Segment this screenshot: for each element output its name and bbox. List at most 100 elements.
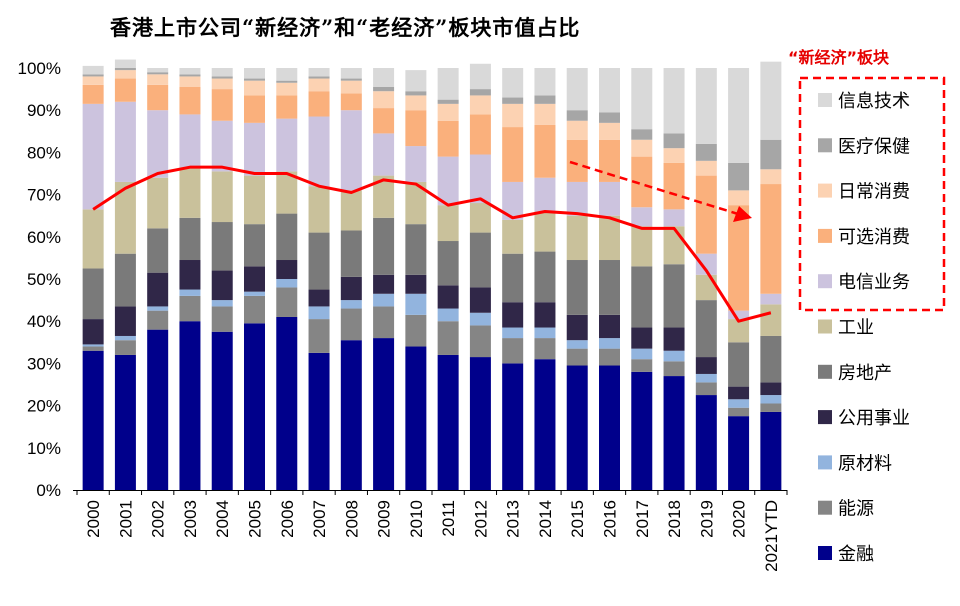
bar-segment: [728, 416, 750, 490]
chart-title: 香港上市公司“新经济”和“老经济”板块市值占比: [110, 15, 581, 40]
new-economy-legend-box: [798, 76, 946, 312]
x-tick-label: 2016: [601, 500, 620, 538]
x-tick-label: 2002: [149, 500, 168, 538]
x-tick-label: 2009: [375, 500, 394, 538]
bar-segment: [695, 373, 717, 383]
bar-segment: [760, 139, 782, 170]
bar-segment: [631, 359, 653, 372]
bar-segment: [405, 293, 427, 315]
bar-segment: [244, 68, 265, 79]
bar-segment: [211, 306, 233, 332]
bar-segment: [566, 110, 588, 121]
bar-segment: [469, 232, 491, 288]
bar-segment: [695, 68, 717, 144]
bar-segment: [663, 376, 685, 490]
bar-segment: [437, 354, 459, 490]
bar-segment: [760, 395, 782, 404]
bars-layer: [82, 59, 782, 490]
legend-label: 金融: [838, 544, 874, 565]
bar-segment: [631, 371, 653, 490]
bar-segment: [760, 382, 782, 396]
bar-segment: [405, 224, 427, 275]
bar-segment: [405, 181, 427, 225]
x-tick-label: 2007: [310, 500, 329, 538]
bar-segment: [566, 215, 588, 261]
y-tick-label: 80%: [27, 143, 61, 162]
y-tick-label: 60%: [27, 228, 61, 247]
bar-segment: [114, 306, 136, 336]
bar-segment: [211, 68, 233, 77]
bar-segment: [566, 68, 588, 111]
bar-segment: [340, 308, 362, 341]
bar-segment: [82, 209, 104, 269]
bar-segment: [211, 331, 233, 490]
trend-layer: [92, 160, 772, 323]
x-tick-label: 2019: [697, 500, 716, 538]
bar-segment: [695, 357, 717, 374]
bar-segment: [566, 139, 588, 182]
bar-segment: [211, 171, 233, 223]
bar-segment: [82, 74, 104, 77]
bar-segment: [599, 122, 620, 140]
bar-segment: [276, 287, 298, 317]
y-tick-label: 30%: [27, 354, 61, 373]
bar-segment: [308, 68, 330, 77]
bar-segment: [179, 114, 201, 168]
bar-segment: [663, 209, 685, 227]
bar-segment: [534, 338, 556, 360]
old-economy-line: [92, 165, 772, 323]
legend-swatch: [818, 138, 832, 153]
bar-segment: [179, 260, 201, 290]
bar-segment: [599, 260, 620, 315]
bar-segment: [695, 274, 717, 301]
bar-segment: [147, 74, 169, 85]
bar-segment: [244, 122, 265, 176]
bar-segment: [534, 251, 556, 303]
bar-segment: [211, 89, 233, 121]
bar-segment: [760, 411, 782, 490]
bar-segment: [502, 103, 524, 128]
new-economy-label: “新经济”板块: [788, 48, 890, 67]
bar-segment: [599, 181, 620, 216]
bar-segment: [469, 203, 491, 233]
bar-segment: [308, 186, 330, 233]
bar-segment: [179, 321, 201, 490]
bar-segment: [276, 82, 298, 96]
bar-segment: [373, 338, 395, 490]
legend-label: 信息技术: [838, 91, 910, 112]
bar-segment: [760, 403, 782, 412]
legend-label: 电信业务: [838, 272, 910, 293]
bar-segment: [599, 314, 620, 339]
bar-segment: [308, 306, 330, 320]
bar-segment: [340, 110, 362, 191]
bar-segment: [114, 354, 136, 490]
bar-segment: [82, 344, 104, 347]
x-tick-label: 2004: [213, 500, 232, 538]
bar-segment: [695, 175, 717, 254]
bar-segment: [663, 226, 685, 265]
bar-segment: [502, 68, 524, 98]
bar-segment: [534, 177, 556, 212]
bar-segment: [179, 217, 201, 261]
legend-swatch: [818, 274, 832, 289]
bar-segment: [599, 338, 620, 349]
bar-segment: [147, 68, 169, 73]
bar-segment: [437, 321, 459, 355]
bar-segment: [631, 226, 653, 267]
bar-segment: [340, 276, 362, 301]
bar-segment: [631, 348, 653, 360]
bar-segment: [114, 59, 136, 68]
bar-segment: [469, 312, 491, 326]
bar-segment: [728, 386, 750, 400]
bar-segment: [695, 160, 717, 176]
bar-segment: [179, 289, 201, 296]
bar-segment: [405, 95, 427, 111]
bar-segment: [114, 253, 136, 307]
bar-segment: [631, 207, 653, 227]
bar-segment: [373, 133, 395, 176]
bar-segment: [469, 95, 491, 115]
bar-segment: [147, 310, 169, 330]
bar-segment: [566, 314, 588, 341]
bar-segment: [340, 300, 362, 309]
bar-segment: [82, 268, 104, 320]
